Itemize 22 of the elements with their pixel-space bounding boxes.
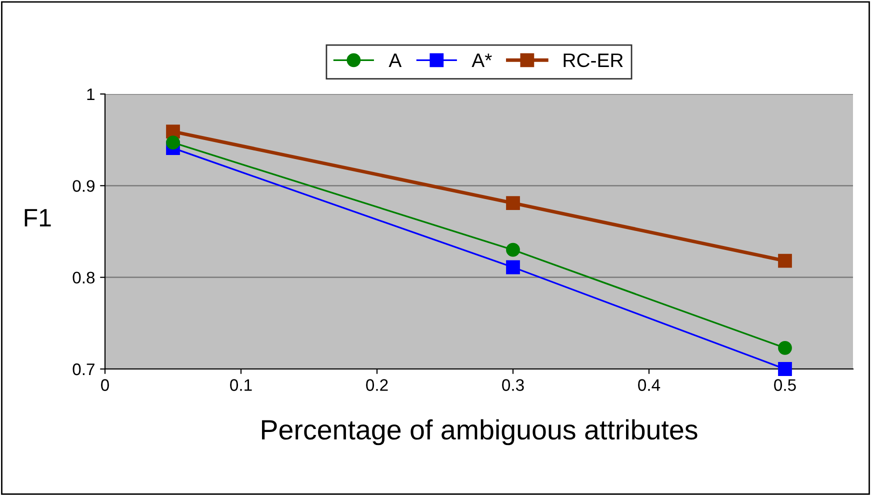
point (506, 242, 520, 257)
point (506, 196, 520, 210)
x-tick-label: 0.3 (502, 379, 524, 391)
x-tick-label: 0.1 (230, 379, 252, 391)
x-tick-label: 0 (101, 379, 109, 391)
x-tick-label: 0.5 (774, 379, 796, 391)
y-tick-label: 0.8 (72, 272, 95, 284)
point (778, 362, 792, 376)
legend-label: RC-ER (564, 53, 623, 68)
legend-label: A* (472, 54, 492, 67)
point (778, 254, 792, 268)
y-axis-title: F1 (24, 209, 51, 226)
legend-label: A (388, 54, 402, 67)
y-tick-label: 1 (87, 88, 94, 100)
point (166, 136, 180, 150)
y-tick-label: 0.9 (72, 180, 94, 192)
x-tick-label: 0.2 (366, 379, 388, 391)
y-tick-label: 0.7 (72, 363, 94, 376)
x-axis-title: Percentage of ambiguous attributes (262, 419, 698, 446)
x-tick-label: 0.4 (638, 379, 660, 391)
point (778, 340, 792, 355)
point (506, 260, 520, 274)
